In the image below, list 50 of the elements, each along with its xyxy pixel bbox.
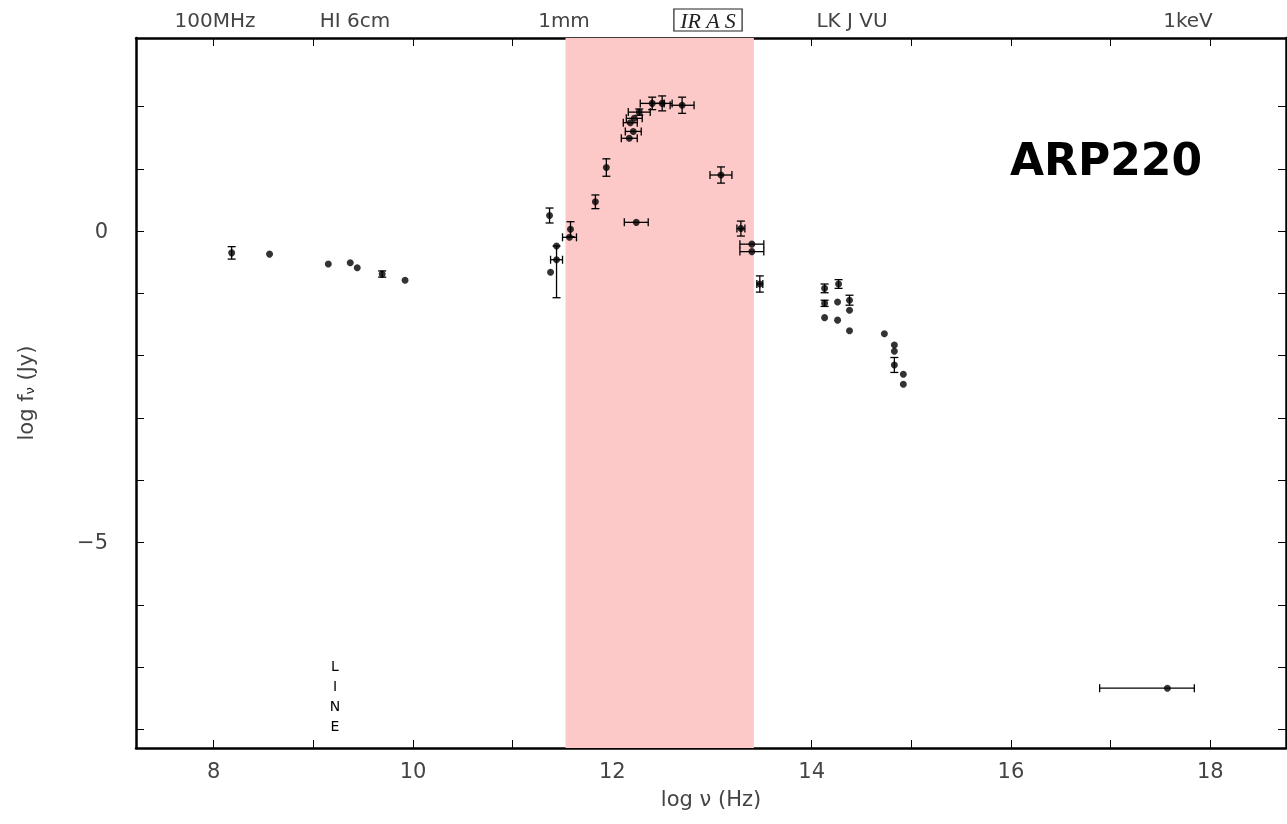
point [834,316,842,324]
point [748,248,756,256]
point [846,306,854,314]
y-axis-title: log fν (Jy) [13,345,38,441]
point [353,264,361,272]
point [632,218,640,226]
point [553,256,561,264]
x-axis-title: log ν (Hz) [660,786,762,811]
y-tick-label: 0 [94,219,108,244]
point [821,314,829,322]
x-tick-label: 12 [598,758,626,783]
point [346,259,354,267]
point [591,198,599,206]
point [1163,684,1171,692]
point [625,134,633,142]
point [266,250,274,258]
annotation: LINE [329,658,341,734]
text: LK J VU [816,8,888,32]
x-tick-label: 16 [997,758,1025,783]
point [678,101,686,109]
point [890,347,898,355]
point [899,380,907,388]
point [658,99,666,107]
text: IR A S [679,7,736,33]
point [629,127,637,135]
point [890,361,898,369]
point [547,268,555,276]
point [880,330,888,338]
point [602,164,610,172]
point [834,298,842,306]
point [890,341,898,349]
text: HI 6cm [319,8,391,32]
point [626,119,634,127]
point [748,240,756,248]
y-tick-label: −5 [77,530,108,555]
text: 1keV [1163,8,1214,32]
point [846,327,854,335]
text: 1mm [538,8,590,32]
point [899,370,907,378]
x-tick-label: 10 [399,758,427,783]
point [567,225,574,233]
point [546,212,554,219]
point [324,260,332,268]
text: 100MHz [174,8,256,32]
point [630,114,638,122]
x-tick-label: 8 [207,758,221,783]
x-tick-label: 18 [1196,758,1224,783]
point [401,276,409,284]
text: ARP220 [1009,133,1202,185]
x-tick-label: 14 [798,758,826,783]
